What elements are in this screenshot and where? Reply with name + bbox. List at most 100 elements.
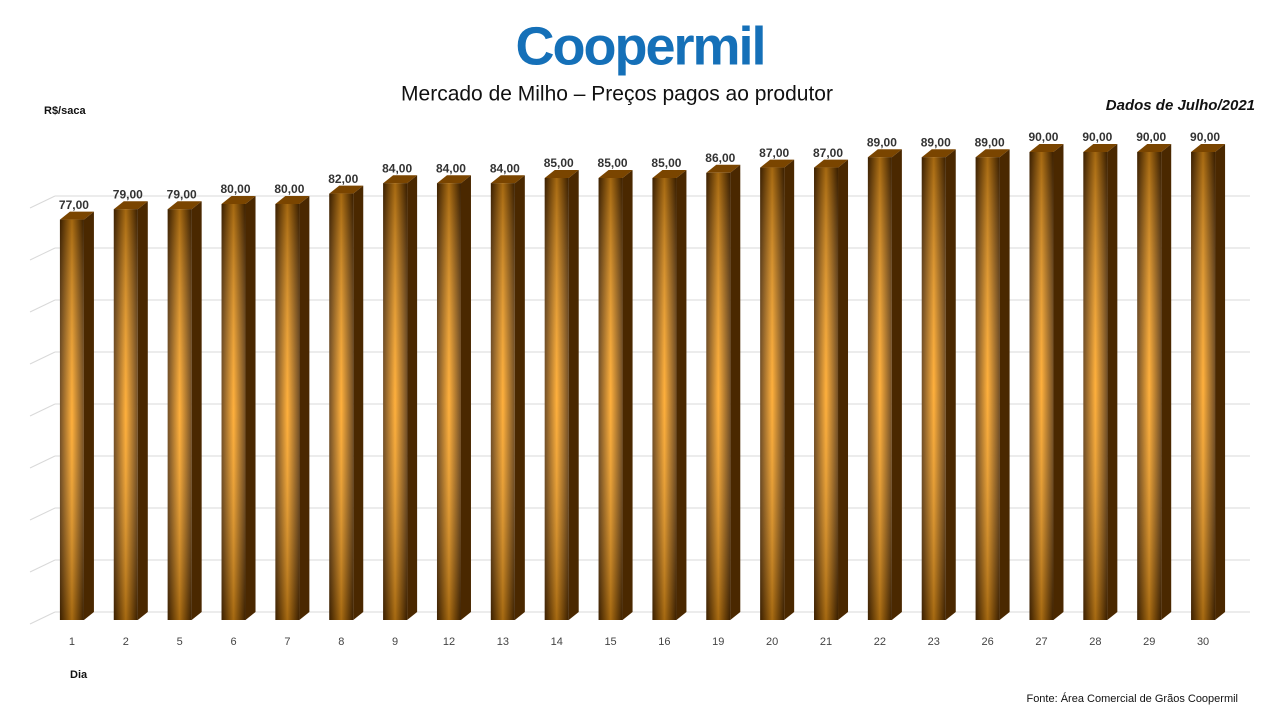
grid-line-floor xyxy=(29,299,56,313)
bar-top xyxy=(760,159,795,168)
value-label: 84,00 xyxy=(436,161,466,175)
bar-side xyxy=(245,196,256,620)
bar-side xyxy=(1107,144,1118,620)
x-tick-label: 27 xyxy=(1035,636,1047,648)
bar-shade xyxy=(1029,152,1054,620)
x-tick-label: 20 xyxy=(766,636,778,648)
x-tick-label: 26 xyxy=(981,636,993,648)
bar-top xyxy=(921,149,956,158)
x-tick-label: 7 xyxy=(284,636,290,648)
x-tick-label: 19 xyxy=(712,636,724,648)
bar-shade xyxy=(921,157,946,620)
grid-line-floor xyxy=(29,611,56,625)
x-tick-label: 22 xyxy=(874,636,886,648)
value-label: 86,00 xyxy=(705,151,735,165)
value-label: 87,00 xyxy=(813,146,843,160)
source: Fonte: Área Comercial de Grãos Coopermil xyxy=(1026,692,1238,705)
bar-shade xyxy=(275,204,300,620)
bar-shade xyxy=(490,183,515,620)
x-tick-label: 29 xyxy=(1143,636,1155,648)
bar-shade xyxy=(1137,152,1162,620)
bar-top xyxy=(383,175,418,184)
bar-side xyxy=(407,175,418,620)
logo: Coopermil xyxy=(515,16,764,76)
bar-top xyxy=(814,159,849,168)
bar-side xyxy=(730,164,741,621)
bar-side xyxy=(568,170,579,620)
value-label: 90,00 xyxy=(1136,130,1166,144)
bar-side xyxy=(784,159,795,620)
bar-side xyxy=(460,175,471,620)
bar-top xyxy=(436,175,471,184)
bar-top xyxy=(1137,144,1172,152)
x-tick-label: 5 xyxy=(177,636,183,648)
x-tick-label: 8 xyxy=(338,636,344,648)
value-label: 89,00 xyxy=(867,135,897,149)
grid-line-floor xyxy=(29,351,56,365)
x-tick-label: 30 xyxy=(1197,636,1209,648)
bar-shade xyxy=(975,157,1000,620)
bar-side xyxy=(1161,144,1172,620)
bar-top xyxy=(598,170,633,178)
bar-shade xyxy=(598,178,623,620)
bar-shade xyxy=(544,178,569,620)
bar-side xyxy=(83,211,94,620)
value-label: 85,00 xyxy=(598,156,628,170)
bar-side xyxy=(137,201,148,620)
x-tick-label: 15 xyxy=(604,636,616,648)
bar-top xyxy=(652,170,687,178)
x-tick-label: 28 xyxy=(1089,636,1101,648)
bar-top xyxy=(113,201,148,210)
value-label: 82,00 xyxy=(328,172,358,186)
x-tick-label: 6 xyxy=(230,636,236,648)
value-label: 89,00 xyxy=(921,135,951,149)
x-tick-label: 16 xyxy=(658,636,670,648)
value-label: 87,00 xyxy=(759,146,789,160)
chart-subtitle: Dados de Julho/2021 xyxy=(1106,97,1255,114)
value-label: 90,00 xyxy=(1028,130,1058,144)
bar-side xyxy=(353,185,364,620)
bar-top xyxy=(867,149,902,158)
bar-shade xyxy=(867,157,892,620)
bar-shade xyxy=(814,167,839,620)
bar-shade xyxy=(652,178,677,620)
bar-shade xyxy=(436,183,461,620)
x-tick-label: 12 xyxy=(443,636,455,648)
chart-title: Mercado de Milho – Preços pagos ao produ… xyxy=(401,83,833,106)
bar-top xyxy=(221,196,256,204)
x-tick-label: 14 xyxy=(551,636,563,648)
bar-side xyxy=(1053,144,1064,620)
bar-top xyxy=(1083,144,1118,152)
bar-shade xyxy=(221,204,246,620)
grid-line-floor xyxy=(29,455,56,469)
grid-line-floor xyxy=(29,195,56,209)
bar-side xyxy=(622,170,633,620)
bar-shade xyxy=(760,167,785,620)
bar-top xyxy=(167,201,202,210)
value-label: 85,00 xyxy=(544,156,574,170)
bar-side xyxy=(999,149,1010,620)
bar-side xyxy=(299,196,310,620)
bar-shade xyxy=(329,193,354,620)
value-label: 84,00 xyxy=(490,161,520,175)
value-label: 79,00 xyxy=(113,187,143,201)
bar-shade xyxy=(1191,152,1216,620)
value-label: 89,00 xyxy=(975,135,1005,149)
bar-shade xyxy=(59,219,84,620)
x-tick-label: 9 xyxy=(392,636,398,648)
x-tick-label: 2 xyxy=(123,636,129,648)
value-label: 85,00 xyxy=(651,156,681,170)
bar-top xyxy=(706,164,741,173)
y-axis-label: R$/saca xyxy=(44,105,86,117)
bar-side xyxy=(191,201,202,620)
bar-top xyxy=(275,196,310,204)
value-label: 80,00 xyxy=(274,182,304,196)
value-label: 90,00 xyxy=(1082,130,1112,144)
grid-line-floor xyxy=(29,559,56,573)
bar-shade xyxy=(706,172,731,621)
bar-top xyxy=(1191,144,1226,152)
bar-side xyxy=(1215,144,1226,620)
value-label: 90,00 xyxy=(1190,130,1220,144)
